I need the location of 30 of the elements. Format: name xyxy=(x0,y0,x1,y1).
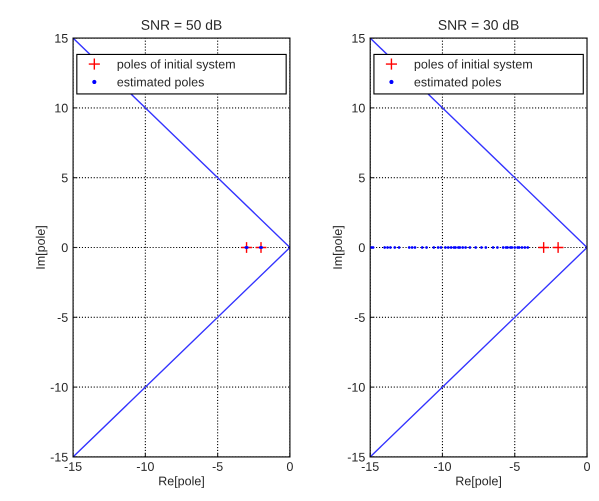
y-tick-label: 10 xyxy=(55,104,68,113)
y-tick-label: 10 xyxy=(352,104,365,113)
y-tick-label: 15 xyxy=(55,34,68,43)
y-tick-label: -5 xyxy=(354,313,365,322)
legend-label: estimated poles xyxy=(117,77,204,89)
x-tick-label: -10 xyxy=(136,462,154,471)
y-axis-title: Im[pole] xyxy=(36,226,48,269)
y-tick-label: 15 xyxy=(352,34,365,43)
x-tick-label: 0 xyxy=(286,462,293,471)
y-tick-label: -10 xyxy=(348,382,365,392)
y-tick-label: -10 xyxy=(50,382,68,392)
y-tick-label: -5 xyxy=(58,313,68,322)
y-axis-title: Im[pole] xyxy=(332,226,344,269)
y-tick-label: -15 xyxy=(50,452,68,462)
chart-title: SNR = 50 dB xyxy=(141,20,222,30)
chart-title: SNR = 30 dB xyxy=(438,20,519,30)
y-tick-label: -15 xyxy=(348,452,365,462)
legend-label: poles of initial system xyxy=(118,59,235,72)
legend-label: estimated poles xyxy=(414,77,502,89)
x-axis-title: Re[pole] xyxy=(159,476,204,488)
x-tick-label: -5 xyxy=(212,462,223,471)
x-tick-label: -10 xyxy=(434,462,452,471)
y-tick-label: 5 xyxy=(358,174,365,182)
y-tick-label: 5 xyxy=(62,174,68,182)
y-tick-label: 0 xyxy=(62,243,68,252)
x-tick-label: 0 xyxy=(584,462,590,471)
legend-label: poles of initial system xyxy=(414,59,532,72)
y-tick-label: 0 xyxy=(358,243,365,252)
x-tick-label: -5 xyxy=(510,462,520,471)
x-axis-title: Re[pole] xyxy=(456,476,501,488)
